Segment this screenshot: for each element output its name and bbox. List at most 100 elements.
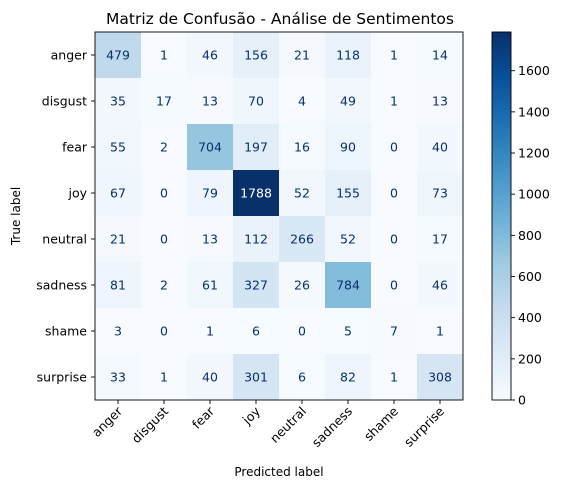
heatmap-cell (95, 216, 142, 263)
heatmap-cell (233, 32, 280, 79)
cell-value-label: 52 (294, 186, 310, 201)
y-axis-ticks: anger disgust fear joy neutral sadness shame su… (36, 48, 95, 385)
cell-value-label: 0 (160, 232, 168, 247)
x-axis-ticks: anger disgust fear joy neutral sadness shame su… (89, 400, 447, 450)
heatmap-cell (325, 170, 372, 217)
heatmap-cell (325, 78, 372, 125)
heatmap-cell (233, 262, 280, 309)
heatmap-cell (417, 78, 464, 125)
cell-value-label: 2 (160, 278, 168, 293)
cell-value-label: 197 (244, 140, 268, 155)
heatmap-cell (417, 124, 464, 171)
cell-value-label: 40 (432, 140, 448, 155)
heatmap-cell (279, 216, 326, 263)
colorbar-tick-label: 200 (518, 351, 542, 366)
colorbar-tick-label: 0 (518, 393, 526, 408)
heatmap-cell (325, 262, 372, 309)
colorbar-tick-label: 600 (518, 269, 542, 284)
cell-value-label: 3 (114, 324, 122, 339)
colorbar: 0 200 400 600 800 1000 1200 1400 1600 (491, 31, 550, 408)
cell-value-label: 90 (340, 140, 356, 155)
heatmap-cell (187, 262, 234, 309)
heatmap-cell (233, 124, 280, 171)
heatmap-cell (279, 32, 326, 79)
cell-value-label: 13 (432, 94, 448, 109)
heatmap-cell (325, 216, 372, 263)
colorbar-gradient (491, 31, 512, 401)
x-tick-label: sadness (309, 404, 355, 450)
cell-value-label: 35 (110, 94, 126, 109)
cell-value-label: 7 (390, 324, 398, 339)
cell-value-label: 1 (160, 370, 168, 385)
heatmap-cell (233, 308, 280, 355)
heatmap-cell (187, 354, 234, 401)
heatmap-cell (371, 78, 418, 125)
colorbar-ticks: 0 200 400 600 800 1000 1200 1400 1600 (511, 63, 550, 408)
cell-value-label: 1788 (240, 186, 272, 201)
cell-value-label: 46 (202, 48, 218, 63)
heatmap-cell (95, 170, 142, 217)
heatmap-cell (187, 32, 234, 79)
heatmap-cell (371, 124, 418, 171)
y-tick-label: joy (67, 186, 87, 201)
heatmap-cell (371, 32, 418, 79)
cell-value-label: 52 (340, 232, 356, 247)
cell-value-label: 70 (248, 94, 264, 109)
x-tick-label: anger (89, 403, 126, 440)
y-tick-label: surprise (37, 370, 88, 385)
heatmap-cell (141, 262, 188, 309)
cell-value-label: 1 (390, 370, 398, 385)
heatmap-cell (187, 216, 234, 263)
cell-value-label: 0 (160, 186, 168, 201)
cell-value-label: 0 (390, 278, 398, 293)
cell-value-label: 6 (252, 324, 260, 339)
colorbar-tick-label: 1000 (518, 187, 550, 202)
y-tick-label: neutral (42, 232, 87, 247)
cell-value-label: 118 (336, 48, 360, 63)
heatmap-cell (141, 78, 188, 125)
y-axis-label: True label (9, 187, 23, 246)
cell-value-label: 266 (290, 232, 314, 247)
chart-title: Matriz de Confusão - Análise de Sentimen… (106, 10, 454, 28)
cell-value-label: 61 (202, 278, 218, 293)
heatmap-cell (95, 354, 142, 401)
cell-value-label: 4 (298, 94, 306, 109)
cell-value-label: 308 (428, 370, 452, 385)
heatmap-cell (417, 32, 464, 79)
heatmap-cell (279, 262, 326, 309)
cell-value-label: 327 (244, 278, 268, 293)
heatmap-cell (233, 170, 280, 217)
heatmap-cell (95, 124, 142, 171)
heatmap-cell (233, 78, 280, 125)
cell-value-label: 704 (198, 140, 222, 155)
heatmap-cell (187, 308, 234, 355)
cell-value-label: 17 (432, 232, 448, 247)
heatmap-cell (371, 262, 418, 309)
cell-value-label: 0 (298, 324, 306, 339)
cell-value-label: 26 (294, 278, 310, 293)
cell-value-label: 155 (336, 186, 360, 201)
heatmap-cell (279, 78, 326, 125)
heatmap-cell (187, 170, 234, 217)
cell-value-label: 156 (244, 48, 268, 63)
cell-value-label: 16 (294, 140, 310, 155)
cell-value-label: 13 (202, 94, 218, 109)
colorbar-tick-label: 800 (518, 228, 542, 243)
heatmap-cell (279, 354, 326, 401)
heatmap-cell (187, 78, 234, 125)
heatmap-cell (141, 124, 188, 171)
heatmap-cell (325, 308, 372, 355)
cell-value-label: 479 (106, 48, 130, 63)
heatmap-cell (95, 262, 142, 309)
cell-value-label: 21 (110, 232, 126, 247)
y-tick-label: shame (45, 324, 87, 339)
cell-value-label: 82 (340, 370, 356, 385)
heatmap-cell (141, 354, 188, 401)
cell-value-label: 0 (390, 186, 398, 201)
heatmap-cell (371, 354, 418, 401)
heatmap-cell (417, 354, 464, 401)
cell-value-label: 73 (432, 186, 448, 201)
y-tick-label: fear (62, 140, 88, 155)
